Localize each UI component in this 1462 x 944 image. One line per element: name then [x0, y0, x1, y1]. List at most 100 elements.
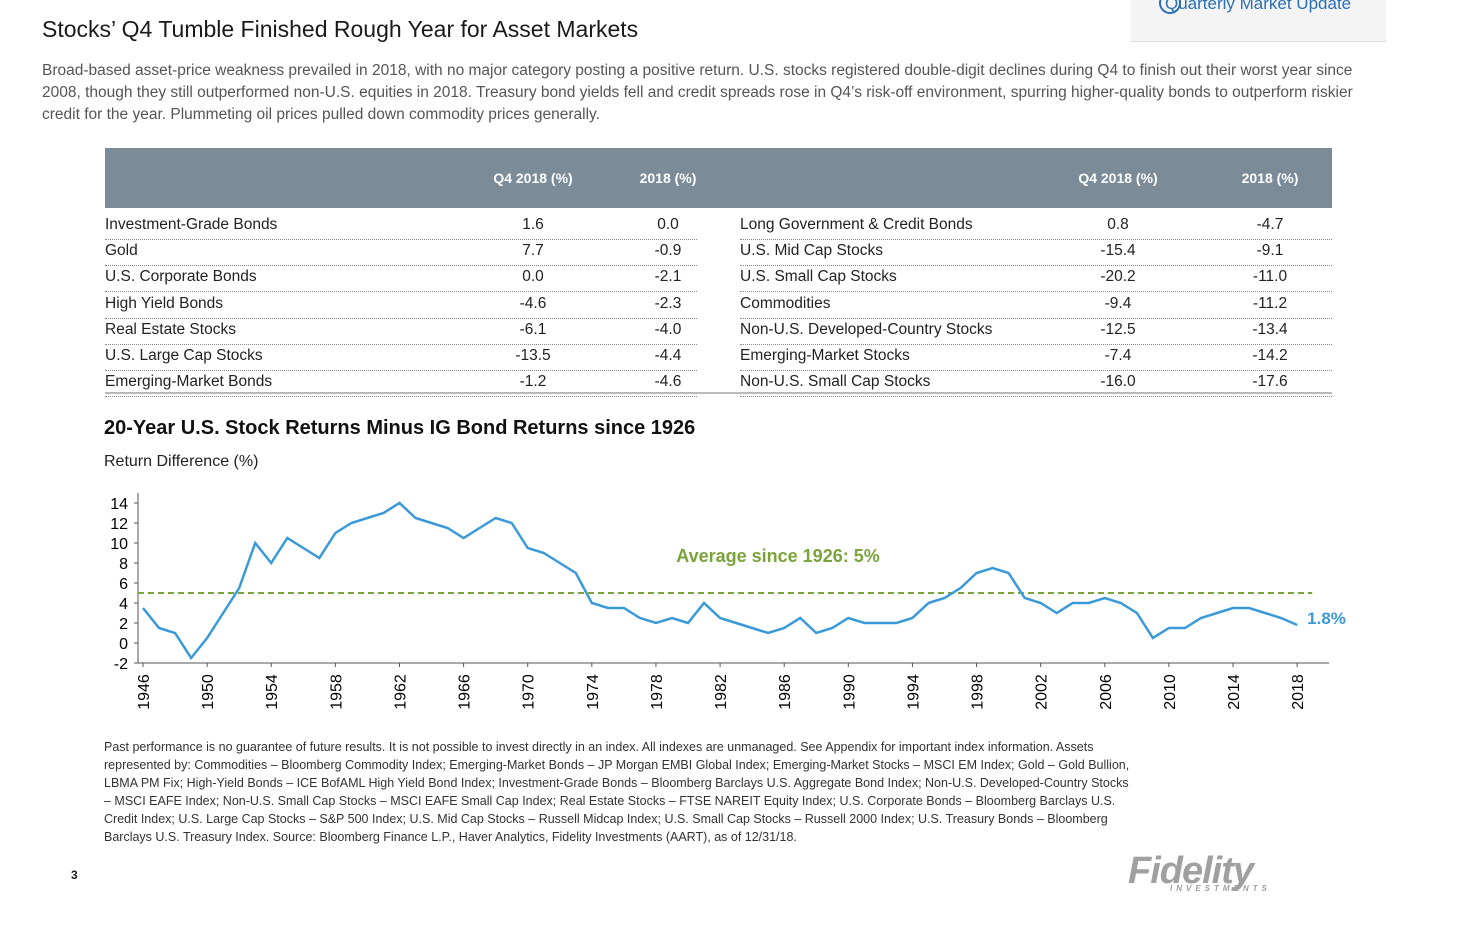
label-cell: Long Government & Credit Bonds [740, 216, 973, 233]
value-cell: -16.0 [1100, 373, 1136, 391]
value-cell: -0.9 [654, 242, 682, 260]
value-label: 1.8% [1307, 609, 1346, 628]
x-tick-label: 1966 [457, 674, 474, 710]
x-tick-label: 2014 [1226, 674, 1243, 710]
value-cell: -9.4 [1104, 294, 1132, 312]
value-cell: -1.2 [519, 373, 547, 391]
y-tick-label: 10 [110, 536, 128, 553]
y-tick-label: -2 [114, 656, 128, 673]
x-tick-label: 1986 [777, 674, 794, 710]
table-rule [105, 392, 1332, 394]
value-cell: 1.6 [522, 216, 544, 233]
table-row: Non-U.S. Developed-Country Stocks -12.5 -1… [740, 318, 1332, 345]
value-cell: -11.2 [1252, 294, 1288, 312]
x-tick-label: 2002 [1034, 674, 1051, 710]
update-label[interactable]: Quarterly Market Update [1165, 0, 1352, 13]
value-cell: -4.7 [1256, 216, 1284, 233]
x-tick-label: 2006 [1098, 674, 1115, 710]
intro-text: Broad-based asset-price weakness prevail… [42, 62, 1353, 123]
column-header: Q4 2018 (%) [493, 170, 573, 186]
value-cell: -4.6 [519, 294, 547, 312]
y-tick-label: 4 [119, 596, 128, 613]
label-cell: Emerging-Market Stocks [740, 347, 910, 364]
label-cell: Investment-Grade Bonds [105, 216, 278, 233]
label-cell: Non-U.S. Small Cap Stocks [740, 373, 931, 391]
x-tick-label: 1962 [392, 674, 409, 710]
label-cell: Commodities [740, 294, 831, 312]
table-row: U.S. Mid Cap Stocks -15.4 -9.1 [740, 239, 1332, 267]
update-button[interactable]: Quarterly Market Update [1131, 0, 1386, 42]
table-row: Commodities -9.4 -11.2 [740, 292, 1332, 319]
x-tick-label: 1954 [264, 674, 281, 710]
value-cell: -6.1 [519, 320, 547, 338]
table-row: Long Government & Credit Bonds 0.8 -4.7 [740, 213, 1332, 240]
value-cell: -2.1 [654, 268, 682, 286]
value-cell: -13.5 [515, 347, 551, 364]
value-cell: -13.4 [1252, 320, 1288, 338]
value-cell: -4.4 [654, 347, 682, 364]
table-row: Emerging-Market Stocks -7.4 -14.2 [740, 344, 1332, 371]
x-tick-label: 2010 [1162, 674, 1179, 710]
value-cell: 0.0 [522, 268, 544, 286]
logo-sub: INVESTMENTS [1170, 884, 1271, 893]
x-tick-label: 1958 [328, 674, 345, 710]
y-tick-label: 2 [119, 616, 128, 633]
x-tick-label: 1970 [521, 674, 538, 710]
footnote: Past performance is no guarantee of futu… [104, 740, 1130, 844]
value-cell: 7.7 [522, 242, 544, 260]
table-row: Investment-Grade Bonds 1.6 0.0 [105, 213, 697, 240]
value-cell: -12.5 [1100, 320, 1136, 338]
value-cell: -2.3 [654, 294, 682, 312]
table-row: Gold 7.7 -0.9 [105, 239, 697, 267]
label-cell: High Yield Bonds [105, 294, 224, 312]
logo: Fidelity [1128, 850, 1254, 892]
x-tick-label: 1946 [136, 674, 153, 710]
y-tick-label: 12 [110, 516, 128, 533]
value-cell: -9.1 [1256, 242, 1284, 260]
table-row: Emerging-Market Bonds -1.2 -4.6 [105, 370, 697, 398]
table-row: High Yield Bonds -4.6 -2.3 [105, 292, 697, 319]
value-cell: 0.8 [1107, 216, 1129, 233]
x-tick-label: 1974 [585, 674, 602, 710]
value-cell: -20.2 [1100, 268, 1136, 286]
label-cell: Real Estate Stocks [105, 320, 236, 338]
y-tick-label: 14 [110, 496, 128, 513]
x-tick-label: 1994 [905, 674, 922, 710]
table-row: Non-U.S. Small Cap Stocks -16.0 -17.6 [740, 370, 1332, 398]
column-header: 2018 (%) [1241, 170, 1299, 186]
play-icon [1159, 0, 1181, 14]
page-number: 3 [71, 868, 78, 882]
y-tick-label: 0 [119, 636, 128, 653]
value-cell: -14.2 [1252, 347, 1288, 364]
value-cell: -4.0 [654, 320, 682, 338]
value-cell: -7.4 [1104, 347, 1132, 364]
value-cell: -15.4 [1100, 242, 1136, 260]
x-tick-label: 1950 [200, 674, 217, 710]
column-header: Q4 2018 (%) [1078, 170, 1158, 186]
label-cell: U.S. Corporate Bonds [105, 268, 257, 286]
y-tick-label: 8 [119, 556, 128, 573]
label-cell: Emerging-Market Bonds [105, 373, 273, 391]
label-cell: U.S. Small Cap Stocks [740, 268, 897, 286]
table-header: Q4 2018 (%) 2018 (%) Q4 2018 (%) 2018 (%) [105, 148, 1332, 208]
y-axis-label: Return Difference (%) [104, 453, 258, 470]
data-line [142, 501, 1298, 661]
label-cell: Non-U.S. Developed-Country Stocks [740, 320, 993, 338]
y-tick-label: 6 [119, 576, 128, 593]
x-tick-label: 1998 [970, 674, 987, 710]
table-row: U.S. Corporate Bonds 0.0 -2.1 [105, 265, 697, 293]
label-cell: U.S. Mid Cap Stocks [740, 242, 883, 260]
page-title: Stocks’ Q4 Tumble Finished Rough Year fo… [42, 16, 639, 42]
x-tick-label: 1982 [713, 674, 730, 710]
x-tick-label: 2018 [1290, 674, 1307, 710]
chart-title: 20-Year U.S. Stock Returns Minus IG Bond… [104, 417, 695, 439]
x-tick-label: 1978 [649, 674, 666, 710]
value-cell: -11.0 [1252, 268, 1288, 286]
value-cell: -4.6 [654, 373, 682, 391]
average-label: Average since 1926: 5% [676, 546, 879, 566]
x-tick-label: 1990 [841, 674, 858, 710]
table-row: U.S. Small Cap Stocks -20.2 -11.0 [740, 265, 1332, 293]
column-header: 2018 (%) [639, 170, 697, 186]
